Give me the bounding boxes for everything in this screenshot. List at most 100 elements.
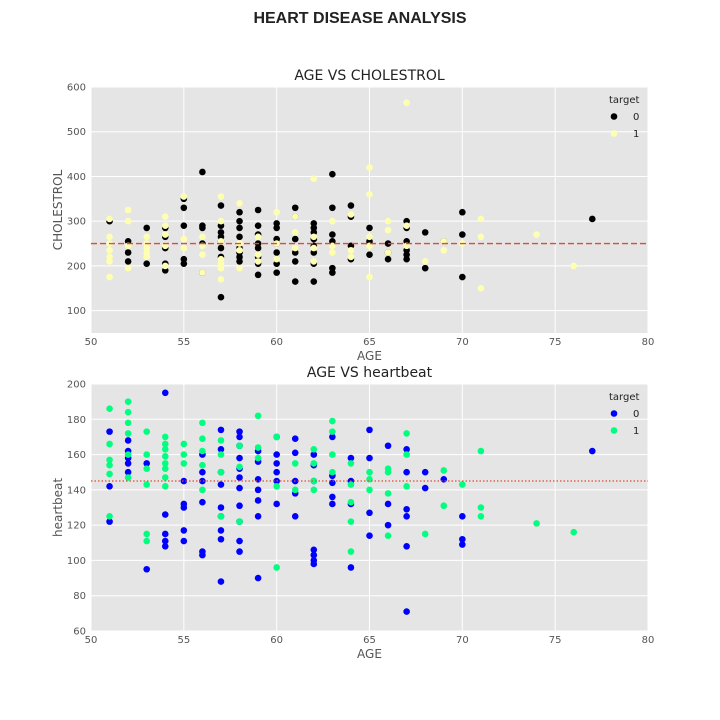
data-point-target-0 (106, 428, 113, 435)
data-point-target-0 (459, 273, 466, 281)
data-point-target-1 (477, 215, 485, 223)
data-point-target-0 (106, 483, 113, 490)
x-tick-label: 70 (456, 635, 469, 646)
data-point-target-1 (143, 481, 150, 488)
data-point-target-1 (329, 468, 336, 476)
data-point-target-1 (143, 233, 150, 241)
data-point-target-1 (310, 477, 318, 485)
data-point-target-0 (366, 509, 373, 517)
data-point-target-0 (143, 224, 150, 232)
data-point-target-0 (217, 202, 225, 209)
data-point-target-1 (161, 433, 169, 441)
data-point-target-0 (236, 208, 243, 216)
data-point-target-0 (180, 527, 188, 534)
data-point-target-0 (217, 426, 225, 434)
data-point-target-0 (180, 504, 188, 511)
data-point-target-0 (161, 511, 169, 518)
data-point-target-1 (570, 262, 578, 270)
data-point-target-0 (384, 442, 392, 450)
data-point-target-1 (236, 463, 243, 471)
data-point-target-1 (124, 217, 132, 225)
data-point-target-0 (403, 608, 410, 615)
data-point-target-0 (421, 264, 429, 272)
data-point-target-1 (440, 467, 448, 474)
data-point-target-0 (217, 445, 225, 453)
data-point-target-0 (310, 278, 318, 285)
data-point-target-1 (124, 264, 132, 272)
data-point-target-0 (217, 535, 225, 543)
data-point-target-0 (236, 224, 243, 232)
data-point-target-1 (477, 504, 485, 511)
data-point-target-0 (273, 451, 280, 458)
data-point-target-1 (533, 231, 540, 238)
data-point-target-0 (310, 451, 318, 458)
data-point-target-1 (533, 520, 540, 527)
data-point-target-1 (106, 470, 113, 478)
data-point-target-0 (254, 222, 262, 229)
y-tick-label: 60 (73, 627, 86, 638)
x-axis-label: AGE (357, 647, 382, 661)
data-point-target-1 (273, 255, 280, 263)
data-point-target-0 (180, 260, 188, 267)
data-point-target-1 (161, 460, 169, 467)
data-point-target-0 (273, 249, 280, 256)
data-point-target-0 (459, 513, 466, 520)
data-point-target-0 (199, 224, 206, 232)
data-point-target-0 (199, 468, 206, 476)
data-point-target-1 (254, 258, 262, 265)
data-point-target-0 (161, 543, 169, 550)
data-point-target-1 (384, 490, 392, 497)
data-point-target-1 (161, 262, 169, 270)
data-point-target-0 (459, 535, 466, 543)
data-point-target-1 (347, 211, 355, 218)
data-point-target-1 (106, 233, 113, 241)
y-tick-label: 600 (67, 83, 86, 94)
data-point-target-1 (199, 269, 206, 276)
data-point-target-0 (217, 527, 225, 534)
x-tick-label: 55 (177, 635, 190, 646)
data-point-target-1 (143, 253, 150, 261)
data-point-target-1 (199, 419, 206, 427)
data-point-target-1 (161, 440, 169, 448)
data-point-target-0 (329, 500, 336, 508)
data-point-target-0 (161, 530, 169, 538)
data-point-target-1 (180, 451, 188, 458)
data-point-target-1 (310, 258, 318, 265)
data-point-target-0 (366, 426, 373, 434)
data-point-target-0 (217, 578, 225, 585)
data-point-target-0 (329, 269, 336, 276)
y-tick-label: 80 (73, 591, 86, 602)
data-point-target-1 (421, 530, 429, 538)
data-point-target-0 (384, 521, 392, 529)
data-point-target-0 (421, 484, 429, 492)
data-point-target-0 (254, 486, 262, 494)
chart-title: AGE VS heartbeat (307, 365, 433, 381)
data-point-target-0 (589, 447, 596, 455)
data-point-target-1 (180, 460, 188, 467)
data-point-target-1 (254, 444, 262, 451)
data-point-target-0 (236, 428, 243, 435)
data-point-target-1 (217, 217, 225, 225)
data-point-target-1 (217, 276, 225, 283)
data-point-target-0 (180, 222, 188, 229)
data-point-target-0 (254, 271, 262, 279)
data-point-target-1 (199, 233, 206, 241)
data-point-target-0 (329, 493, 336, 501)
data-point-target-1 (124, 408, 132, 416)
data-point-target-1 (384, 217, 392, 225)
data-point-target-1 (143, 537, 150, 545)
legend-label: 0 (633, 112, 639, 123)
data-point-target-1 (217, 451, 225, 458)
data-point-target-0 (254, 513, 262, 520)
data-point-target-1 (236, 442, 243, 450)
data-point-target-1 (199, 486, 206, 494)
data-point-target-1 (459, 481, 466, 488)
data-point-target-1 (291, 229, 299, 236)
data-point-target-0 (421, 229, 429, 236)
data-point-target-0 (589, 215, 596, 223)
data-point-target-0 (124, 258, 132, 265)
data-point-target-1 (106, 405, 113, 412)
data-point-target-1 (477, 447, 485, 455)
x-tick-label: 55 (177, 337, 190, 348)
data-point-target-0 (384, 500, 392, 508)
